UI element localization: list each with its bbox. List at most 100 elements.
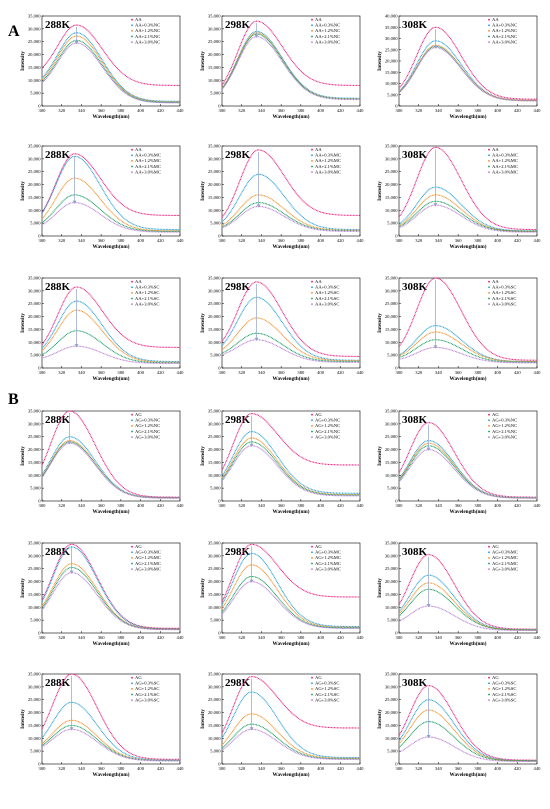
- series-line-1: [41, 24, 180, 86]
- plot-frame: [221, 15, 361, 107]
- y-tick-label: 15,000: [28, 723, 41, 729]
- legend-entry: AA+2.1%NC: [315, 34, 340, 39]
- y-axis-label: Intensity: [200, 313, 206, 333]
- x-axis-label: Wavelength(nm): [450, 508, 487, 515]
- x-tick-label: 320: [238, 108, 246, 113]
- x-tick-label: 300: [396, 766, 404, 771]
- y-tick-label: 15,000: [385, 460, 398, 466]
- y-tick-label: 15,000: [208, 460, 221, 466]
- x-tick-label: 340: [258, 503, 266, 508]
- legend-marker: [488, 165, 490, 168]
- x-tick-label: 320: [415, 238, 423, 243]
- y-tick-label: 0: [38, 104, 41, 109]
- x-tick-label: 360: [278, 635, 286, 640]
- x-tick-label: 300: [219, 503, 227, 508]
- legend-marker: [131, 557, 133, 559]
- series-line-4: [221, 441, 360, 496]
- x-tick-label: 320: [415, 108, 423, 113]
- plot-frame: [221, 673, 361, 765]
- legend-entry: AA+1.2%MC: [315, 158, 341, 163]
- x-tick-label: 380: [117, 370, 125, 375]
- legend-entry: AG: [135, 675, 142, 680]
- legend-marker: [131, 30, 133, 32]
- legend-entry: AA+3.0%MC: [492, 169, 518, 174]
- y-tick-label: 0: [218, 631, 221, 636]
- legend-marker: [311, 551, 313, 554]
- chart-panel-3: 0 5,000 10,000 15,000 20,000 25,000 30,000 35,0…: [377, 14, 541, 121]
- x-tick-label: 440: [534, 108, 542, 113]
- legend-entry: AG+1.2%NC: [135, 423, 160, 428]
- legend-entry: AG+0.3%NC: [315, 418, 340, 423]
- legend-marker: [311, 297, 313, 300]
- chart-panel-1: 0 5,000 10,000 15,000 20,000 25,000 30,000 35,0…: [20, 14, 184, 121]
- x-tick-label: 440: [534, 503, 542, 508]
- legend-marker: [131, 154, 133, 157]
- x-tick-label: 320: [58, 238, 66, 243]
- x-tick-label: 360: [455, 370, 463, 375]
- x-tick-label: 420: [337, 766, 345, 771]
- series-line-5: [398, 346, 537, 364]
- x-tick-label: 420: [337, 635, 345, 640]
- temperature-label: 298K: [225, 414, 251, 426]
- plot-frame: [398, 277, 538, 369]
- legend-entry: AG+3.0%NC: [135, 434, 160, 439]
- legend-marker: [488, 24, 490, 27]
- y-tick-label: 30,000: [208, 421, 221, 427]
- temperature-label: 308K: [402, 546, 428, 558]
- y-axis-label: Intensity: [200, 181, 206, 201]
- y-tick-label: 20,000: [28, 314, 41, 320]
- temperature-label: 288K: [45, 149, 71, 161]
- y-axis-label: Intensity: [20, 51, 26, 71]
- legend-marker: [488, 545, 490, 548]
- legend-entry: AA+0.3%NC: [135, 23, 160, 28]
- legend-entry: AG+0.3%MC: [492, 550, 518, 555]
- series-line-2: [398, 699, 537, 762]
- series-line-4: [398, 200, 537, 232]
- y-axis-label: Intensity: [20, 446, 26, 466]
- y-axis-label: Intensity: [200, 446, 206, 466]
- x-tick-label: 440: [177, 108, 185, 113]
- plot-frame: [398, 410, 538, 502]
- series-line-4: [398, 588, 537, 631]
- series-line-3: [221, 564, 360, 628]
- x-tick-label: 300: [219, 108, 227, 113]
- x-axis-label: Wavelength(nm): [273, 640, 310, 647]
- legend-entry: AA+1.2%NC: [492, 28, 517, 33]
- y-tick-label: 25,000: [28, 434, 41, 440]
- legend-entry: AG+0.3%SC: [135, 681, 159, 686]
- legend-marker: [131, 430, 133, 433]
- legend-entry: AG: [315, 675, 322, 680]
- x-tick-label: 360: [455, 503, 463, 508]
- y-tick-label: 5,000: [30, 353, 41, 359]
- series-line-1: [221, 543, 360, 603]
- y-tick-label: 35,000: [385, 672, 398, 678]
- plot-frame: [398, 542, 538, 634]
- x-tick-label: 340: [258, 370, 266, 375]
- legend-entry: AA+3.0%SC: [492, 301, 516, 306]
- legend-marker: [488, 676, 490, 679]
- legend-entry: AA+2.1%SC: [315, 296, 339, 301]
- temperature-label: 288K: [45, 677, 71, 689]
- x-tick-label: 360: [98, 238, 106, 243]
- y-tick-label: 15,000: [28, 592, 41, 598]
- legend-entry: AA+2.1%MC: [135, 164, 161, 169]
- y-tick-label: 10,000: [208, 736, 221, 742]
- y-tick-label: 5,000: [387, 618, 398, 624]
- x-tick-label: 400: [137, 108, 145, 113]
- legend-entry: AA+1.2%NC: [135, 28, 160, 33]
- y-axis-label: Intensity: [200, 578, 206, 598]
- legend-marker: [311, 688, 313, 690]
- x-tick-label: 320: [238, 238, 246, 243]
- x-tick-label: 440: [357, 108, 365, 113]
- series-line-1: [398, 146, 538, 231]
- temperature-label: 288K: [45, 19, 71, 31]
- chart-panel-2: 0 5,000 10,000 15,000 20,000 25,000 30,000 35,0…: [200, 14, 364, 121]
- series-line-4: [41, 330, 181, 364]
- x-tick-label: 440: [357, 503, 365, 508]
- y-tick-label: 5,000: [210, 486, 221, 492]
- legend-marker: [131, 165, 133, 168]
- legend-entry: AG+0.3%SC: [492, 681, 516, 686]
- y-tick-label: 30,000: [28, 288, 41, 294]
- x-tick-label: 440: [534, 370, 542, 375]
